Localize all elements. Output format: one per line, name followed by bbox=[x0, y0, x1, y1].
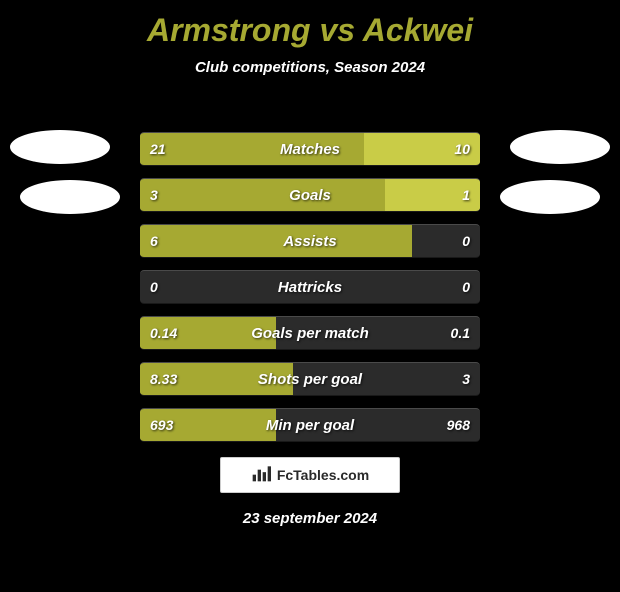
row-label: Matches bbox=[140, 133, 480, 165]
stat-row: 2110Matches bbox=[140, 132, 480, 166]
stat-row: 00Hattricks bbox=[140, 270, 480, 304]
avatar-right-2 bbox=[500, 180, 600, 214]
row-label: Hattricks bbox=[140, 271, 480, 303]
page-subtitle: Club competitions, Season 2024 bbox=[0, 59, 620, 76]
stat-row: 31Goals bbox=[140, 178, 480, 212]
brand-text: FcTables.com bbox=[277, 467, 369, 483]
row-label: Min per goal bbox=[140, 409, 480, 441]
stat-row: 8.333Shots per goal bbox=[140, 362, 480, 396]
page-title: Armstrong vs Ackwei bbox=[0, 12, 620, 49]
brand-badge: FcTables.com bbox=[220, 457, 400, 493]
bars-icon bbox=[251, 463, 271, 488]
row-label: Assists bbox=[140, 225, 480, 257]
avatar-left-1 bbox=[10, 130, 110, 164]
row-label: Goals per match bbox=[140, 317, 480, 349]
row-label: Goals bbox=[140, 179, 480, 211]
stat-row: 0.140.1Goals per match bbox=[140, 316, 480, 350]
avatar-right-1 bbox=[510, 130, 610, 164]
row-label: Shots per goal bbox=[140, 363, 480, 395]
comparison-chart: 2110Matches 31Goals 60Assists 00Hattricks 0.… bbox=[140, 132, 480, 454]
stat-row: 60Assists bbox=[140, 224, 480, 258]
stat-row: 693968Min per goal bbox=[140, 408, 480, 442]
date-text: 23 september 2024 bbox=[0, 510, 620, 527]
avatar-left-2 bbox=[20, 180, 120, 214]
